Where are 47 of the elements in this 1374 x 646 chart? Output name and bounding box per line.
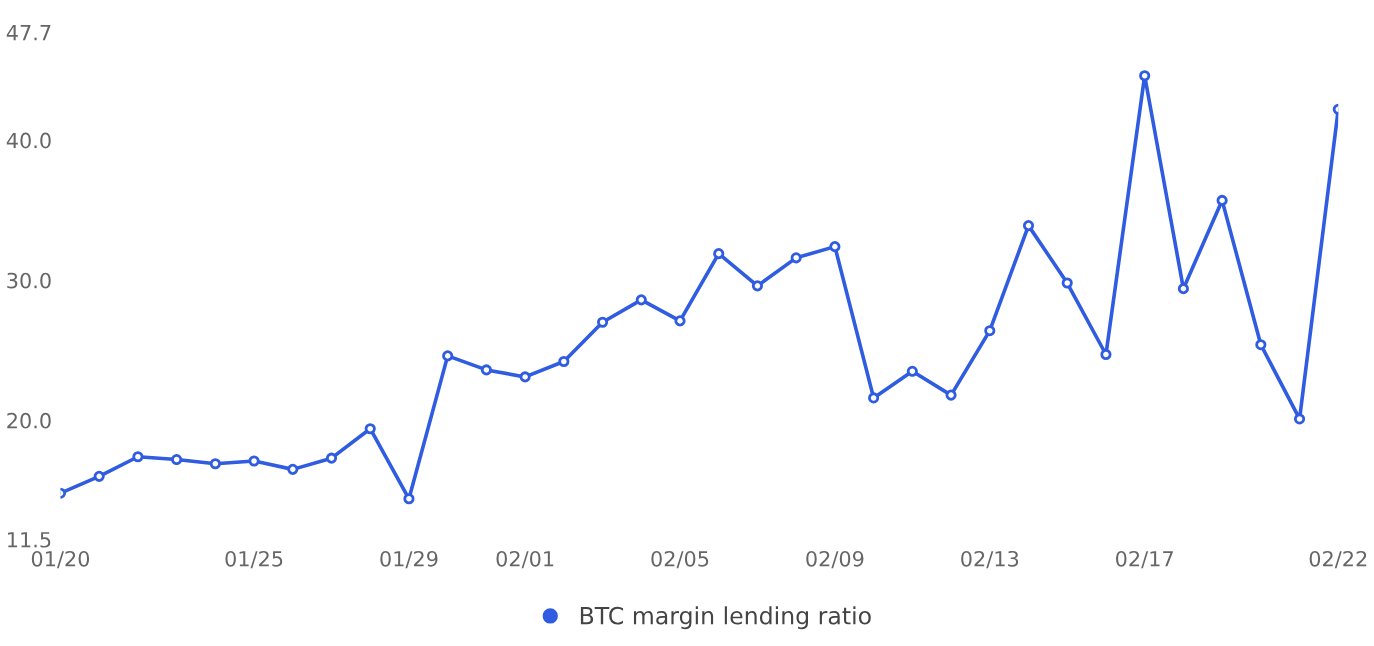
y-tick-label: 47.7 (6, 25, 51, 41)
point (829, 241, 841, 253)
point (480, 364, 492, 376)
y-tick-label: 20.0 (7, 412, 51, 429)
x-tick-label: 01/29 (380, 550, 438, 569)
point (1294, 413, 1306, 425)
x-tick-label: 01/20 (31, 550, 90, 569)
point (171, 454, 183, 466)
x-tick-label: 01/25 (225, 550, 283, 569)
point (1216, 194, 1228, 206)
point (1100, 348, 1112, 361)
point (325, 452, 338, 464)
point (674, 315, 686, 327)
point (597, 316, 609, 328)
point (1061, 277, 1073, 289)
point (945, 389, 957, 401)
point (519, 371, 531, 383)
y-tick-label: 40.0 (6, 132, 51, 149)
y-tick-label: 30.0 (7, 272, 51, 289)
point (906, 365, 918, 377)
x-tick-label: 02/22 (1309, 550, 1367, 569)
x-tick-label: 02/17 (1116, 550, 1173, 569)
point (442, 350, 454, 362)
x-tick-label: 02/09 (806, 550, 864, 569)
legend-label: BTC margin lending ratio (580, 606, 871, 630)
point (790, 252, 802, 264)
point (93, 470, 105, 482)
point (287, 463, 299, 475)
point (248, 455, 260, 467)
point (713, 248, 725, 260)
point (984, 325, 996, 337)
point (1177, 283, 1189, 295)
x-tick-label: 02/05 (651, 550, 709, 569)
y-tick-label: 11.5 (8, 532, 51, 548)
x-tick-label: 02/13 (961, 550, 1019, 569)
point (1022, 220, 1035, 232)
x-tick-label: 02/01 (496, 550, 554, 569)
point (364, 423, 376, 435)
point (558, 355, 570, 368)
point (209, 458, 221, 470)
point (1139, 70, 1151, 82)
point (1255, 339, 1267, 351)
point (403, 493, 415, 505)
point (635, 294, 647, 306)
point (132, 451, 144, 463)
point (868, 392, 880, 404)
point (751, 280, 764, 292)
